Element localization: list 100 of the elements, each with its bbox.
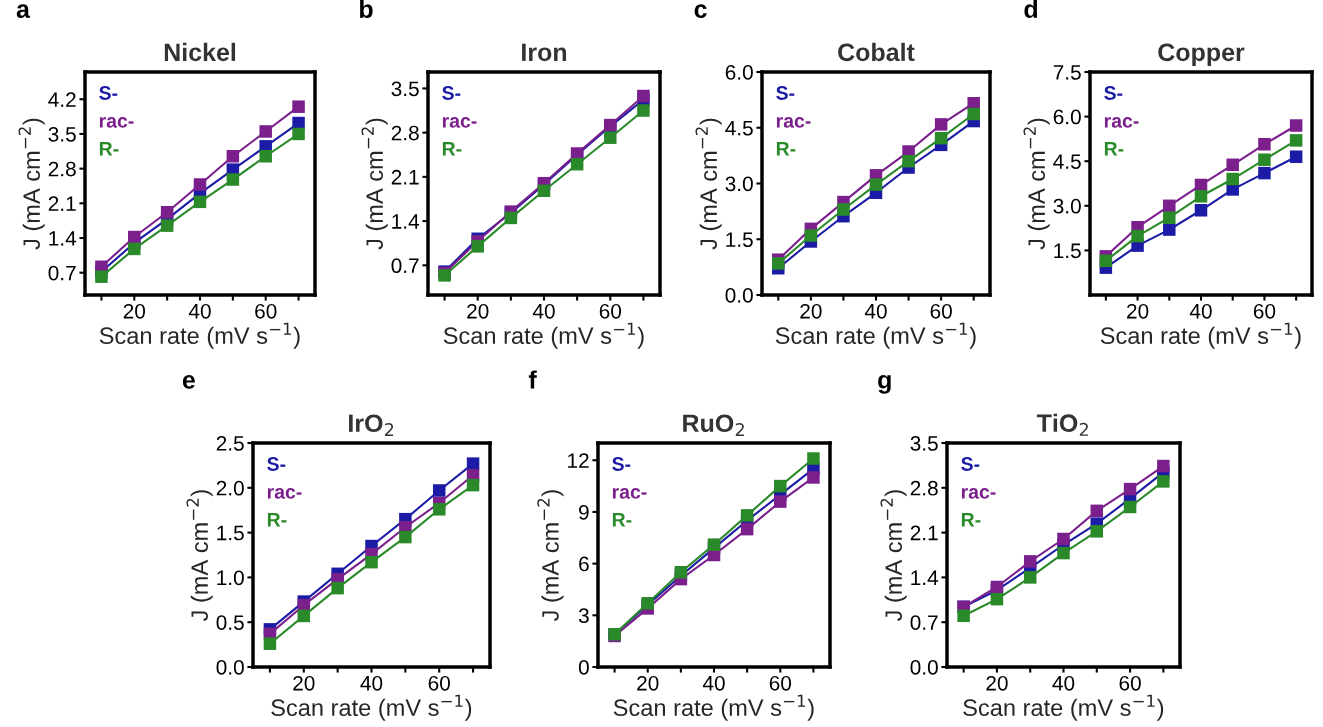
text: rac- — [442, 117, 477, 128]
y-tick-label: 0.5 — [216, 615, 244, 630]
y-tick-label: 4.5 — [725, 120, 753, 136]
text: S- — [776, 86, 795, 100]
x-tick-label: 20 — [986, 675, 1008, 691]
y-tick-label: 3 — [578, 608, 589, 624]
x-tick-label: 40 — [188, 303, 211, 319]
y-tick-label: 6.0 — [725, 65, 753, 80]
text: e — [182, 375, 195, 389]
x-tick-label: 60 — [255, 303, 277, 319]
x-axis-title: Scan rate (mV s$^{−1}$) — [99, 322, 300, 349]
y-tick-label: 3.5 — [910, 436, 938, 451]
x-tick-label: 40 — [1189, 303, 1212, 319]
text: S- — [267, 457, 286, 471]
x-axis-title: Scan rate (mV s$^{−1}$) — [271, 694, 472, 721]
x-tick-label: 40 — [360, 675, 383, 691]
y-axis-title: J (mA cm$^{−2}$) — [18, 118, 45, 250]
y-tick-label: 1.5 — [1054, 243, 1081, 259]
x-tick-label: 40 — [1052, 675, 1075, 691]
text: S- — [612, 457, 631, 471]
x-tick-label: 60 — [769, 675, 792, 691]
text: f — [528, 370, 537, 389]
y-tick-label: 1.5 — [217, 525, 244, 541]
y-tick-label: 3.5 — [48, 126, 76, 142]
x-tick-label: 40 — [702, 675, 725, 691]
chart-title: Iron — [522, 43, 567, 62]
text: S- — [99, 86, 118, 100]
chart-title: Copper — [1158, 43, 1245, 67]
y-tick-label: 0.7 — [910, 615, 938, 630]
y-tick-label: 6.0 — [1053, 109, 1081, 125]
y-axis-title: J (mA cm$^{−2}$) — [1023, 118, 1050, 250]
text: S- — [442, 86, 461, 100]
y-axis-title: J (mA cm$^{−2}$) — [186, 490, 213, 622]
y-tick-label: 2.1 — [391, 169, 419, 185]
y-tick-label: 2.8 — [48, 161, 76, 177]
y-tick-label: 1.4 — [911, 570, 939, 585]
text: b — [360, 0, 373, 18]
x-tick-label: 20 — [123, 303, 146, 319]
x-tick-label: 20 — [467, 303, 489, 319]
x-axis-title: Scan rate (mV s$^{−1}$) — [613, 694, 814, 721]
y-tick-label: 1.0 — [217, 570, 244, 586]
text: c — [694, 4, 707, 18]
x-axis-title: Scan rate (mV s$^{−1}$) — [1100, 322, 1301, 349]
text: R- — [961, 513, 981, 527]
text: rac- — [267, 488, 302, 499]
text: rac- — [961, 488, 996, 499]
y-tick-label: 6 — [579, 556, 589, 572]
text: R- — [267, 513, 287, 527]
y-axis-title: J (mA cm$^{−2}$) — [537, 490, 564, 622]
chart-title: Cobalt — [838, 42, 915, 62]
chart-title: IrO$_{2}$ — [349, 414, 394, 436]
y-tick-label: 0.7 — [391, 258, 419, 274]
y-tick-label: 1.4 — [392, 214, 420, 229]
text: R- — [1104, 142, 1124, 156]
y-tick-label: 2.8 — [910, 480, 938, 496]
y-tick-label: 0 — [578, 660, 589, 675]
y-tick-label: 2.1 — [910, 525, 938, 541]
y-axis-title: J (mA cm$^{−2}$) — [880, 490, 907, 622]
y-tick-label: 4.2 — [48, 92, 76, 107]
x-tick-label: 40 — [864, 303, 887, 319]
text: g — [878, 374, 891, 394]
text: a — [16, 4, 31, 18]
text: d — [1024, 0, 1038, 18]
y-tick-label: 2.0 — [216, 480, 244, 496]
text: S- — [1104, 86, 1123, 100]
text: R- — [442, 142, 462, 156]
text: rac- — [776, 117, 811, 128]
y-tick-label: 0.0 — [216, 660, 244, 675]
x-tick-label: 60 — [1253, 303, 1276, 319]
y-tick-label: 0.0 — [725, 288, 753, 303]
x-tick-label: 40 — [532, 303, 555, 319]
y-axis-title: J (mA cm$^{−2}$) — [361, 118, 388, 250]
y-tick-label: 0.0 — [910, 660, 938, 675]
chart-title: RuO$_{2}$ — [683, 414, 744, 436]
chart-title: Nickel — [164, 42, 236, 62]
y-tick-label: 3.5 — [391, 81, 419, 97]
text: rac- — [1104, 117, 1139, 128]
y-tick-label: 2.1 — [48, 196, 76, 211]
x-tick-label: 60 — [930, 303, 952, 319]
y-tick-label: 1.5 — [726, 232, 753, 247]
text: R- — [612, 513, 632, 527]
y-tick-label: 1.4 — [49, 231, 77, 246]
x-tick-label: 60 — [1119, 675, 1141, 691]
x-tick-label: 20 — [800, 303, 822, 319]
x-tick-label: 20 — [1127, 303, 1149, 319]
x-tick-label: 60 — [599, 303, 622, 319]
x-axis-title: Scan rate (mV s$^{−1}$) — [443, 322, 644, 349]
chart-title: TiO$_{2}$ — [1036, 413, 1088, 436]
y-axis-title: J (mA cm$^{−2}$) — [695, 118, 722, 250]
x-tick-label: 20 — [293, 675, 315, 691]
y-tick-label: 4.5 — [1053, 154, 1081, 169]
y-tick-label: 0.7 — [48, 265, 76, 281]
y-tick-label: 2.5 — [216, 436, 244, 451]
x-axis-title: Scan rate (mV s$^{−1}$) — [775, 322, 976, 349]
y-tick-label: 3.0 — [1053, 198, 1081, 214]
y-tick-label: 12 — [568, 453, 589, 468]
text: rac- — [99, 117, 134, 128]
y-tick-label: 9 — [579, 504, 589, 520]
text: rac- — [612, 488, 647, 499]
y-tick-label: 3.0 — [725, 176, 753, 192]
